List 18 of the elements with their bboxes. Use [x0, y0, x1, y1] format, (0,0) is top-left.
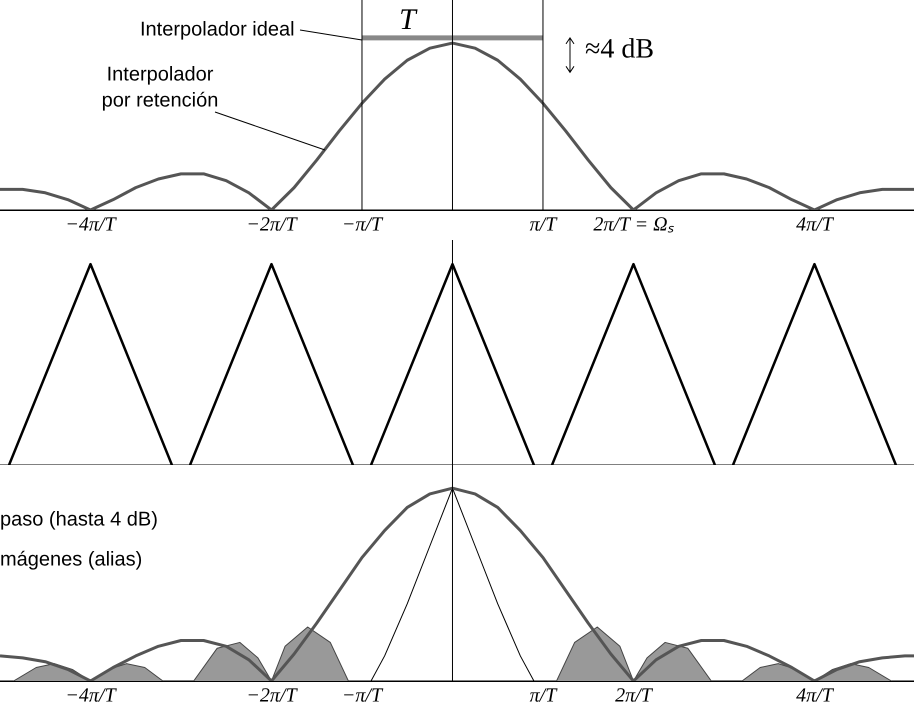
- chart-title: T: [399, 2, 418, 36]
- x-tick-label: 2π/T: [615, 684, 654, 706]
- x-tick-label: 2π/T = Ωₛ: [593, 213, 675, 236]
- x-tick-label: −4π/T: [65, 684, 118, 706]
- annotation: ≈4 dB: [585, 33, 654, 64]
- annotation: mágenes (alias): [0, 548, 142, 571]
- x-tick-label: −2π/T: [246, 684, 298, 706]
- x-tick-label: −π/T: [342, 213, 384, 236]
- x-tick-label: π/T: [530, 684, 558, 706]
- x-tick-label: 4π/T: [796, 684, 835, 706]
- annotation: Interpolador por retención: [102, 64, 218, 112]
- x-tick-label: −4π/T: [65, 213, 118, 236]
- x-tick-label: −π/T: [342, 684, 384, 706]
- annotation: Interpolador ideal: [140, 18, 295, 41]
- x-tick-label: π/T: [530, 213, 558, 236]
- annotation: paso (hasta 4 dB): [0, 508, 158, 531]
- x-tick-label: −2π/T: [246, 213, 298, 236]
- x-tick-label: 4π/T: [796, 213, 835, 236]
